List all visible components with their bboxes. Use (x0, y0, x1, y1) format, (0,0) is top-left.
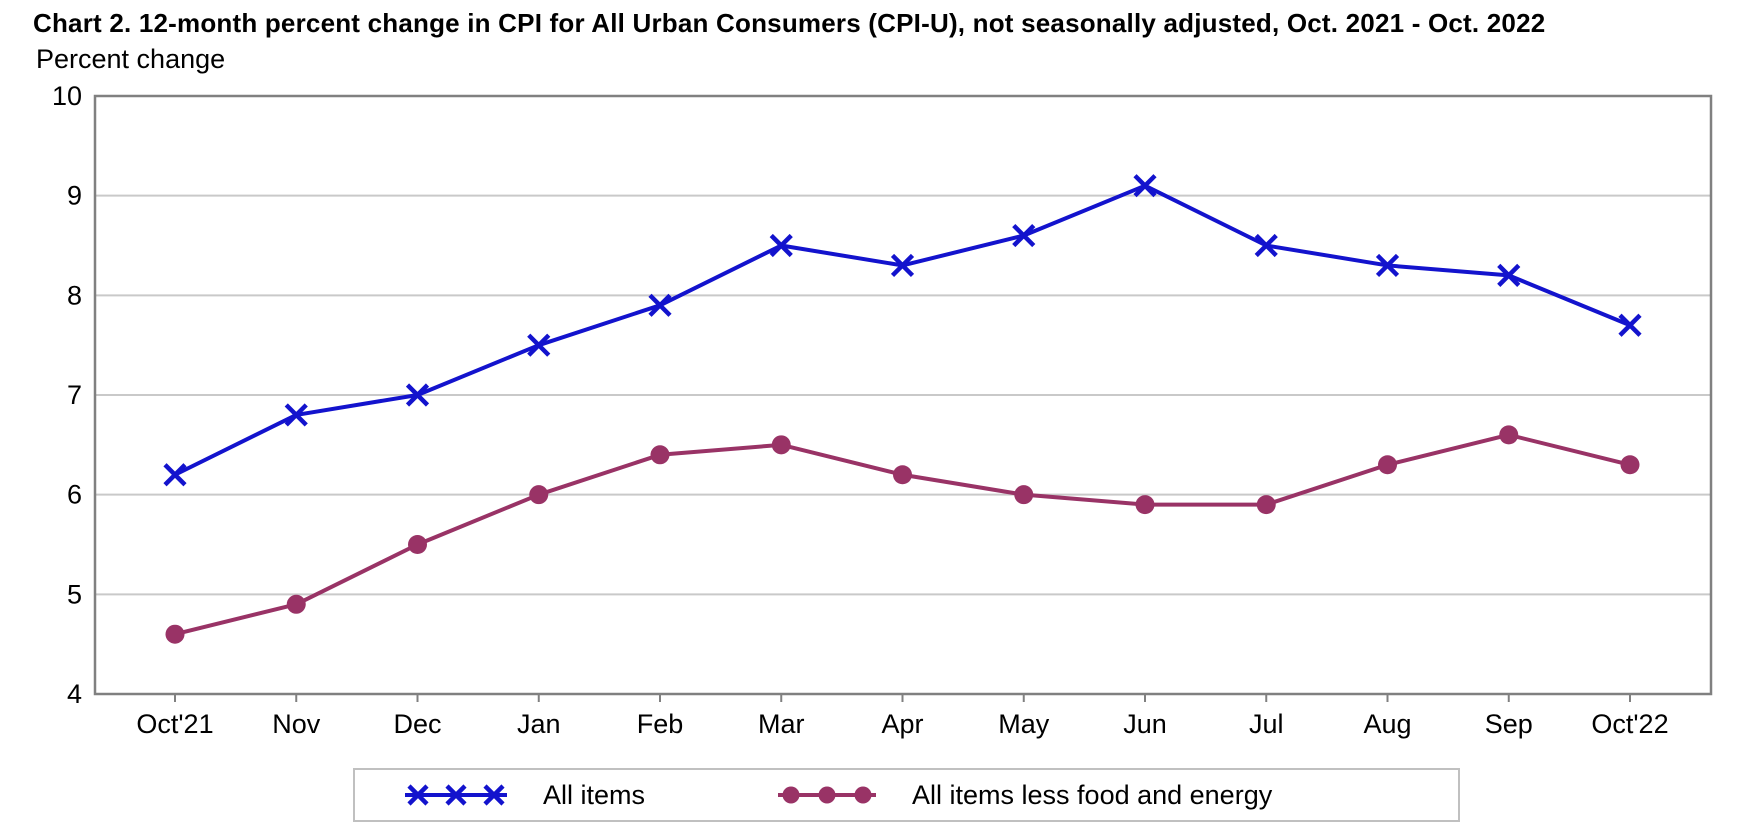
y-tick-label: 8 (67, 280, 82, 310)
chart-title: Chart 2. 12-month percent change in CPI … (33, 8, 1546, 38)
chart-legend: All items All items less food and energy (353, 768, 1460, 822)
data-point-marker (286, 594, 306, 614)
data-point-marker (529, 485, 549, 505)
x-tick-label: Jul (1249, 709, 1284, 739)
legend-sample-marker (445, 784, 467, 806)
data-point-marker (1618, 313, 1642, 337)
y-axis-caption: Percent change (36, 44, 226, 74)
legend-sample-marker (854, 786, 872, 804)
line-chart-plot: 4 5 6 7 8 9 10 Oct'21 Nov Dec Jan Feb Mar Apr May Jun Ju… (52, 81, 1713, 739)
legend-sample-all-items-icon (405, 784, 507, 806)
series-line-all-items (174, 183, 1631, 477)
data-point-marker (1620, 455, 1640, 475)
data-point-marker (408, 535, 427, 554)
data-point-marker (648, 293, 672, 317)
x-tick-label: Apr (881, 709, 923, 739)
data-point-marker (1378, 455, 1397, 475)
legend-entry-all-items: All items (405, 779, 645, 811)
data-point-marker (771, 435, 791, 455)
data-point-marker (284, 403, 308, 427)
data-point-marker (1012, 223, 1036, 248)
legend-sample-marker (782, 786, 800, 804)
data-point-marker (1254, 233, 1278, 258)
legend-sample-marker (483, 784, 505, 806)
data-point-marker (769, 233, 793, 258)
data-point-marker (1375, 253, 1400, 278)
x-tick-label: Nov (272, 709, 321, 739)
legend-sample-core-icon (778, 786, 877, 804)
data-point-marker (527, 333, 551, 357)
data-point-marker (1135, 495, 1155, 515)
legend-sample-marker (407, 784, 429, 806)
series-line-core (174, 432, 1631, 637)
data-point-marker (1256, 495, 1276, 515)
legend-label-all-items: All items (543, 779, 646, 810)
x-tick-label: Aug (1363, 709, 1411, 739)
data-point-marker (163, 463, 187, 487)
x-tick-label: Sep (1485, 709, 1533, 739)
x-tick-label: Jun (1123, 709, 1167, 739)
data-point-marker (1133, 174, 1157, 198)
data-point-marker (893, 465, 912, 485)
data-point-marker (405, 383, 430, 407)
x-tick-label: Mar (758, 709, 805, 739)
data-point-marker (165, 624, 185, 644)
x-tick-label: Oct'21 (136, 709, 213, 739)
y-tick-label: 4 (67, 679, 82, 709)
x-tick-label: Oct'22 (1591, 709, 1668, 739)
x-tick-label: May (998, 709, 1050, 739)
data-point-marker (1499, 425, 1519, 445)
data-point-marker (890, 253, 915, 278)
y-tick-label: 6 (67, 480, 82, 510)
y-tick-label: 10 (52, 81, 82, 111)
y-tick-label: 5 (67, 579, 82, 609)
y-tick-label: 9 (67, 181, 82, 211)
x-tick-label: Feb (637, 709, 684, 739)
data-point-marker (1014, 485, 1034, 505)
y-tick-label: 7 (67, 380, 82, 410)
x-tick-label: Dec (393, 709, 441, 739)
data-point-marker (650, 445, 670, 465)
x-tick-label: Jan (517, 709, 561, 739)
legend-entry-core: All items less food and energy (778, 779, 1272, 811)
plot-border (93, 94, 1713, 696)
legend-label-core: All items less food and energy (912, 779, 1273, 810)
legend-sample-marker (818, 786, 836, 804)
data-point-marker (1497, 263, 1521, 287)
